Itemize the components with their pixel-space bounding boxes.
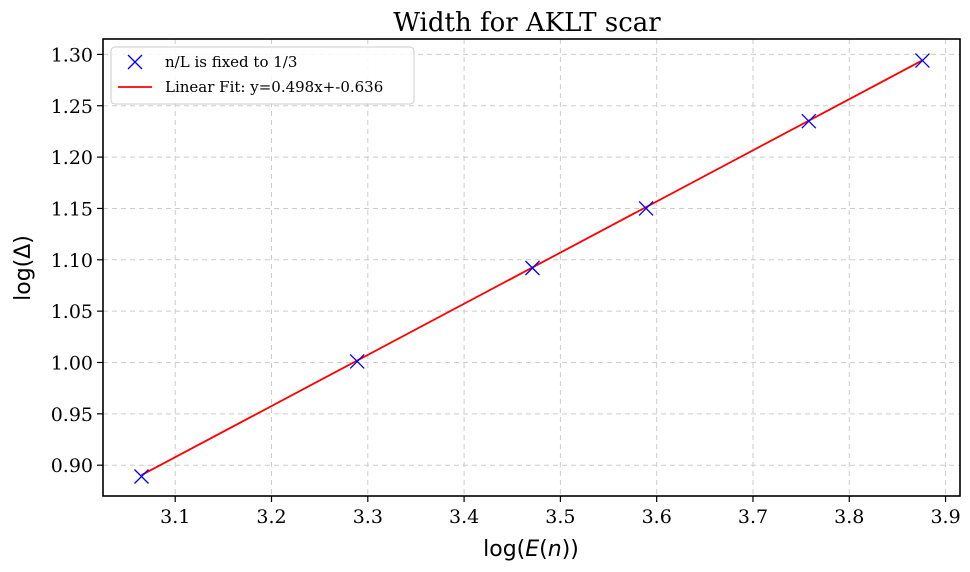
chart-title: Width for AKLT scar <box>393 8 661 38</box>
x-tick-label: 3.9 <box>930 506 960 528</box>
y-tick-label: 1.30 <box>51 44 93 66</box>
legend-marker-x-icon <box>127 54 143 70</box>
grid-lines <box>103 39 960 496</box>
legend-label-fit: Linear Fit: y=0.498x+-0.636 <box>165 78 383 96</box>
x-tick-label: 3.6 <box>642 506 672 528</box>
y-tick-label: 1.20 <box>51 147 93 169</box>
x-tick-label: 3.7 <box>738 506 768 528</box>
y-tick-label: 1.05 <box>51 301 93 323</box>
data-point <box>134 469 149 484</box>
x-axis-label: log(E(n)) <box>483 537 579 562</box>
data-point <box>525 260 540 276</box>
plot-area-frame <box>102 38 961 497</box>
y-tick-label: 1.25 <box>51 96 93 118</box>
x-tick-label: 3.3 <box>353 506 383 528</box>
x-tick-label: 3.5 <box>545 506 575 528</box>
y-tick-label: 1.00 <box>51 352 93 374</box>
data-point <box>914 53 930 69</box>
x-tick-label: 3.1 <box>160 506 190 528</box>
legend: n/L is fixed to 1/3 Linear Fit: y=0.498x… <box>110 46 415 105</box>
legend-box <box>110 46 415 105</box>
y-tick-label: 1.15 <box>51 198 93 220</box>
y-tick-label: 0.90 <box>51 455 93 477</box>
data-points <box>134 53 930 484</box>
y-tick-label: 0.95 <box>51 404 93 426</box>
y-tick-label: 1.10 <box>51 250 93 272</box>
axis-ticks: 3.1 3.2 3.3 3.4 3.5 3.6 3.7 3.8 3.9 0.90 0.95 1.00 1… <box>51 44 961 528</box>
x-tick-label: 3.4 <box>449 506 479 528</box>
data-point <box>801 113 817 129</box>
y-axis-label: log(Δ) <box>11 235 36 301</box>
x-tick-label: 3.8 <box>834 506 864 528</box>
legend-label-scatter: n/L is fixed to 1/3 <box>165 53 297 71</box>
data-point <box>638 200 654 216</box>
data-point <box>349 354 365 369</box>
x-tick-label: 3.2 <box>256 506 286 528</box>
